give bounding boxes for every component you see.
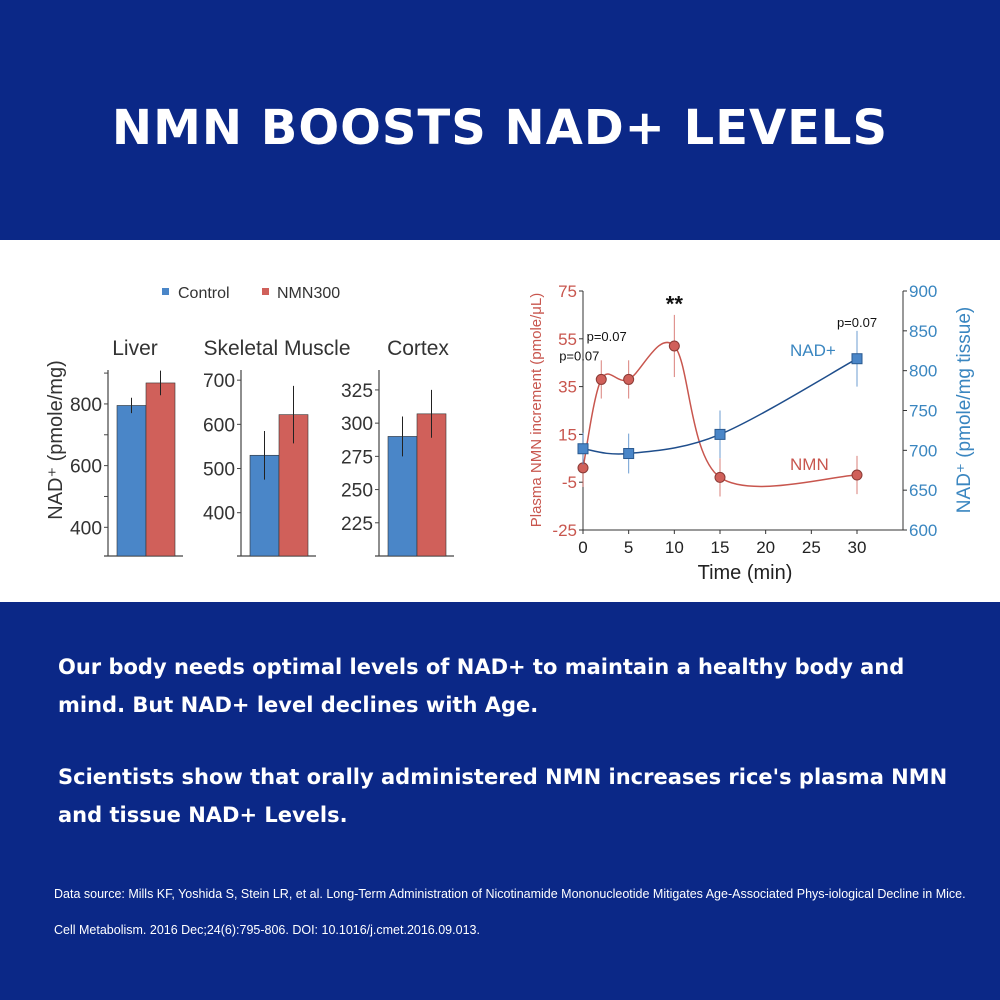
y-tick-label: 275 (341, 447, 373, 468)
series-label-nmn: NMN (790, 455, 829, 474)
right-y-axis-label: NAD⁺ (pmole/mg tissue) (954, 307, 975, 513)
y-tick-label: 300 (341, 414, 373, 435)
bar-nmn300 (145, 382, 176, 557)
x-tick-label: 15 (711, 538, 730, 557)
legend-label-control: Control (178, 285, 230, 302)
panel-title-2: Cortex (387, 337, 449, 360)
x-axis-label: Time (min) (698, 562, 793, 584)
right-y-tick-label: 700 (909, 441, 937, 460)
x-tick-label: 20 (756, 538, 775, 557)
legend-swatch-control (162, 288, 169, 295)
series-label-nad: NAD+ (790, 341, 836, 360)
data-source-citation: Data source: Mills KF, Yoshida S, Stein … (54, 887, 966, 937)
body-paragraph-1: Our body needs optimal levels of NAD+ to… (58, 655, 905, 717)
y-tick-label: 225 (341, 514, 373, 535)
right-y-tick-label: 600 (909, 521, 937, 540)
y-tick-label: 600 (70, 457, 102, 478)
data-point-nad (623, 448, 635, 460)
x-tick-label: 25 (802, 538, 821, 557)
right-y-tick-label: 750 (909, 402, 937, 421)
left-y-tick-label: 15 (558, 425, 577, 444)
y-axis-label: NAD⁺ (pmole/mg) (45, 360, 67, 519)
data-point-nmn (623, 373, 635, 385)
x-tick-label: 10 (665, 538, 684, 557)
left-y-tick-label: -25 (552, 521, 577, 540)
panel-title-0: Liver (112, 337, 158, 360)
data-point-nmn (851, 469, 863, 481)
data-point-nad (714, 428, 726, 440)
series-line-nad (582, 358, 858, 455)
right-y-tick-label: 800 (909, 362, 937, 381)
y-tick-label: 400 (70, 518, 102, 539)
annotation: p=0.07 (837, 315, 877, 330)
page-title: NMN BOOSTS NAD+ LEVELS (111, 100, 889, 156)
panel-title-1: Skeletal Muscle (203, 337, 350, 360)
left-y-tick-label: -5 (562, 473, 577, 492)
x-tick-label: 30 (848, 538, 867, 557)
annotation: ** (666, 291, 684, 316)
left-y-axis-label: Plasma NMN increment (pmole/μL) (528, 293, 545, 528)
y-tick-label: 800 (70, 395, 102, 416)
data-point-nad (577, 443, 589, 455)
y-tick-label: 700 (203, 371, 235, 392)
data-point-nmn (714, 471, 726, 483)
y-tick-label: 600 (203, 415, 235, 436)
y-tick-label: 325 (341, 381, 373, 402)
left-y-tick-label: 55 (558, 330, 577, 349)
body-paragraph-2: Scientists show that orally administered… (58, 765, 948, 827)
y-tick-label: 400 (203, 504, 235, 525)
annotation: p=0.07 (559, 348, 599, 363)
y-tick-label: 500 (203, 460, 235, 481)
right-y-tick-label: 650 (909, 481, 937, 500)
legend-swatch-nmn300 (262, 288, 269, 295)
y-tick-label: 250 (341, 481, 373, 502)
left-y-tick-label: 35 (558, 378, 577, 397)
data-point-nad (851, 353, 863, 365)
x-tick-label: 0 (578, 538, 587, 557)
annotation: p=0.07 (587, 329, 627, 344)
header-banner: NMN BOOSTS NAD+ LEVELS (0, 0, 1000, 240)
right-y-tick-label: 900 (909, 282, 937, 301)
legend-label-nmn300: NMN300 (277, 285, 340, 302)
data-point-nmn (668, 340, 680, 352)
right-y-tick-label: 850 (909, 322, 937, 341)
bar-control (116, 405, 147, 557)
data-point-nmn (595, 373, 607, 385)
x-tick-label: 5 (624, 538, 633, 557)
left-y-tick-label: 75 (558, 282, 577, 301)
